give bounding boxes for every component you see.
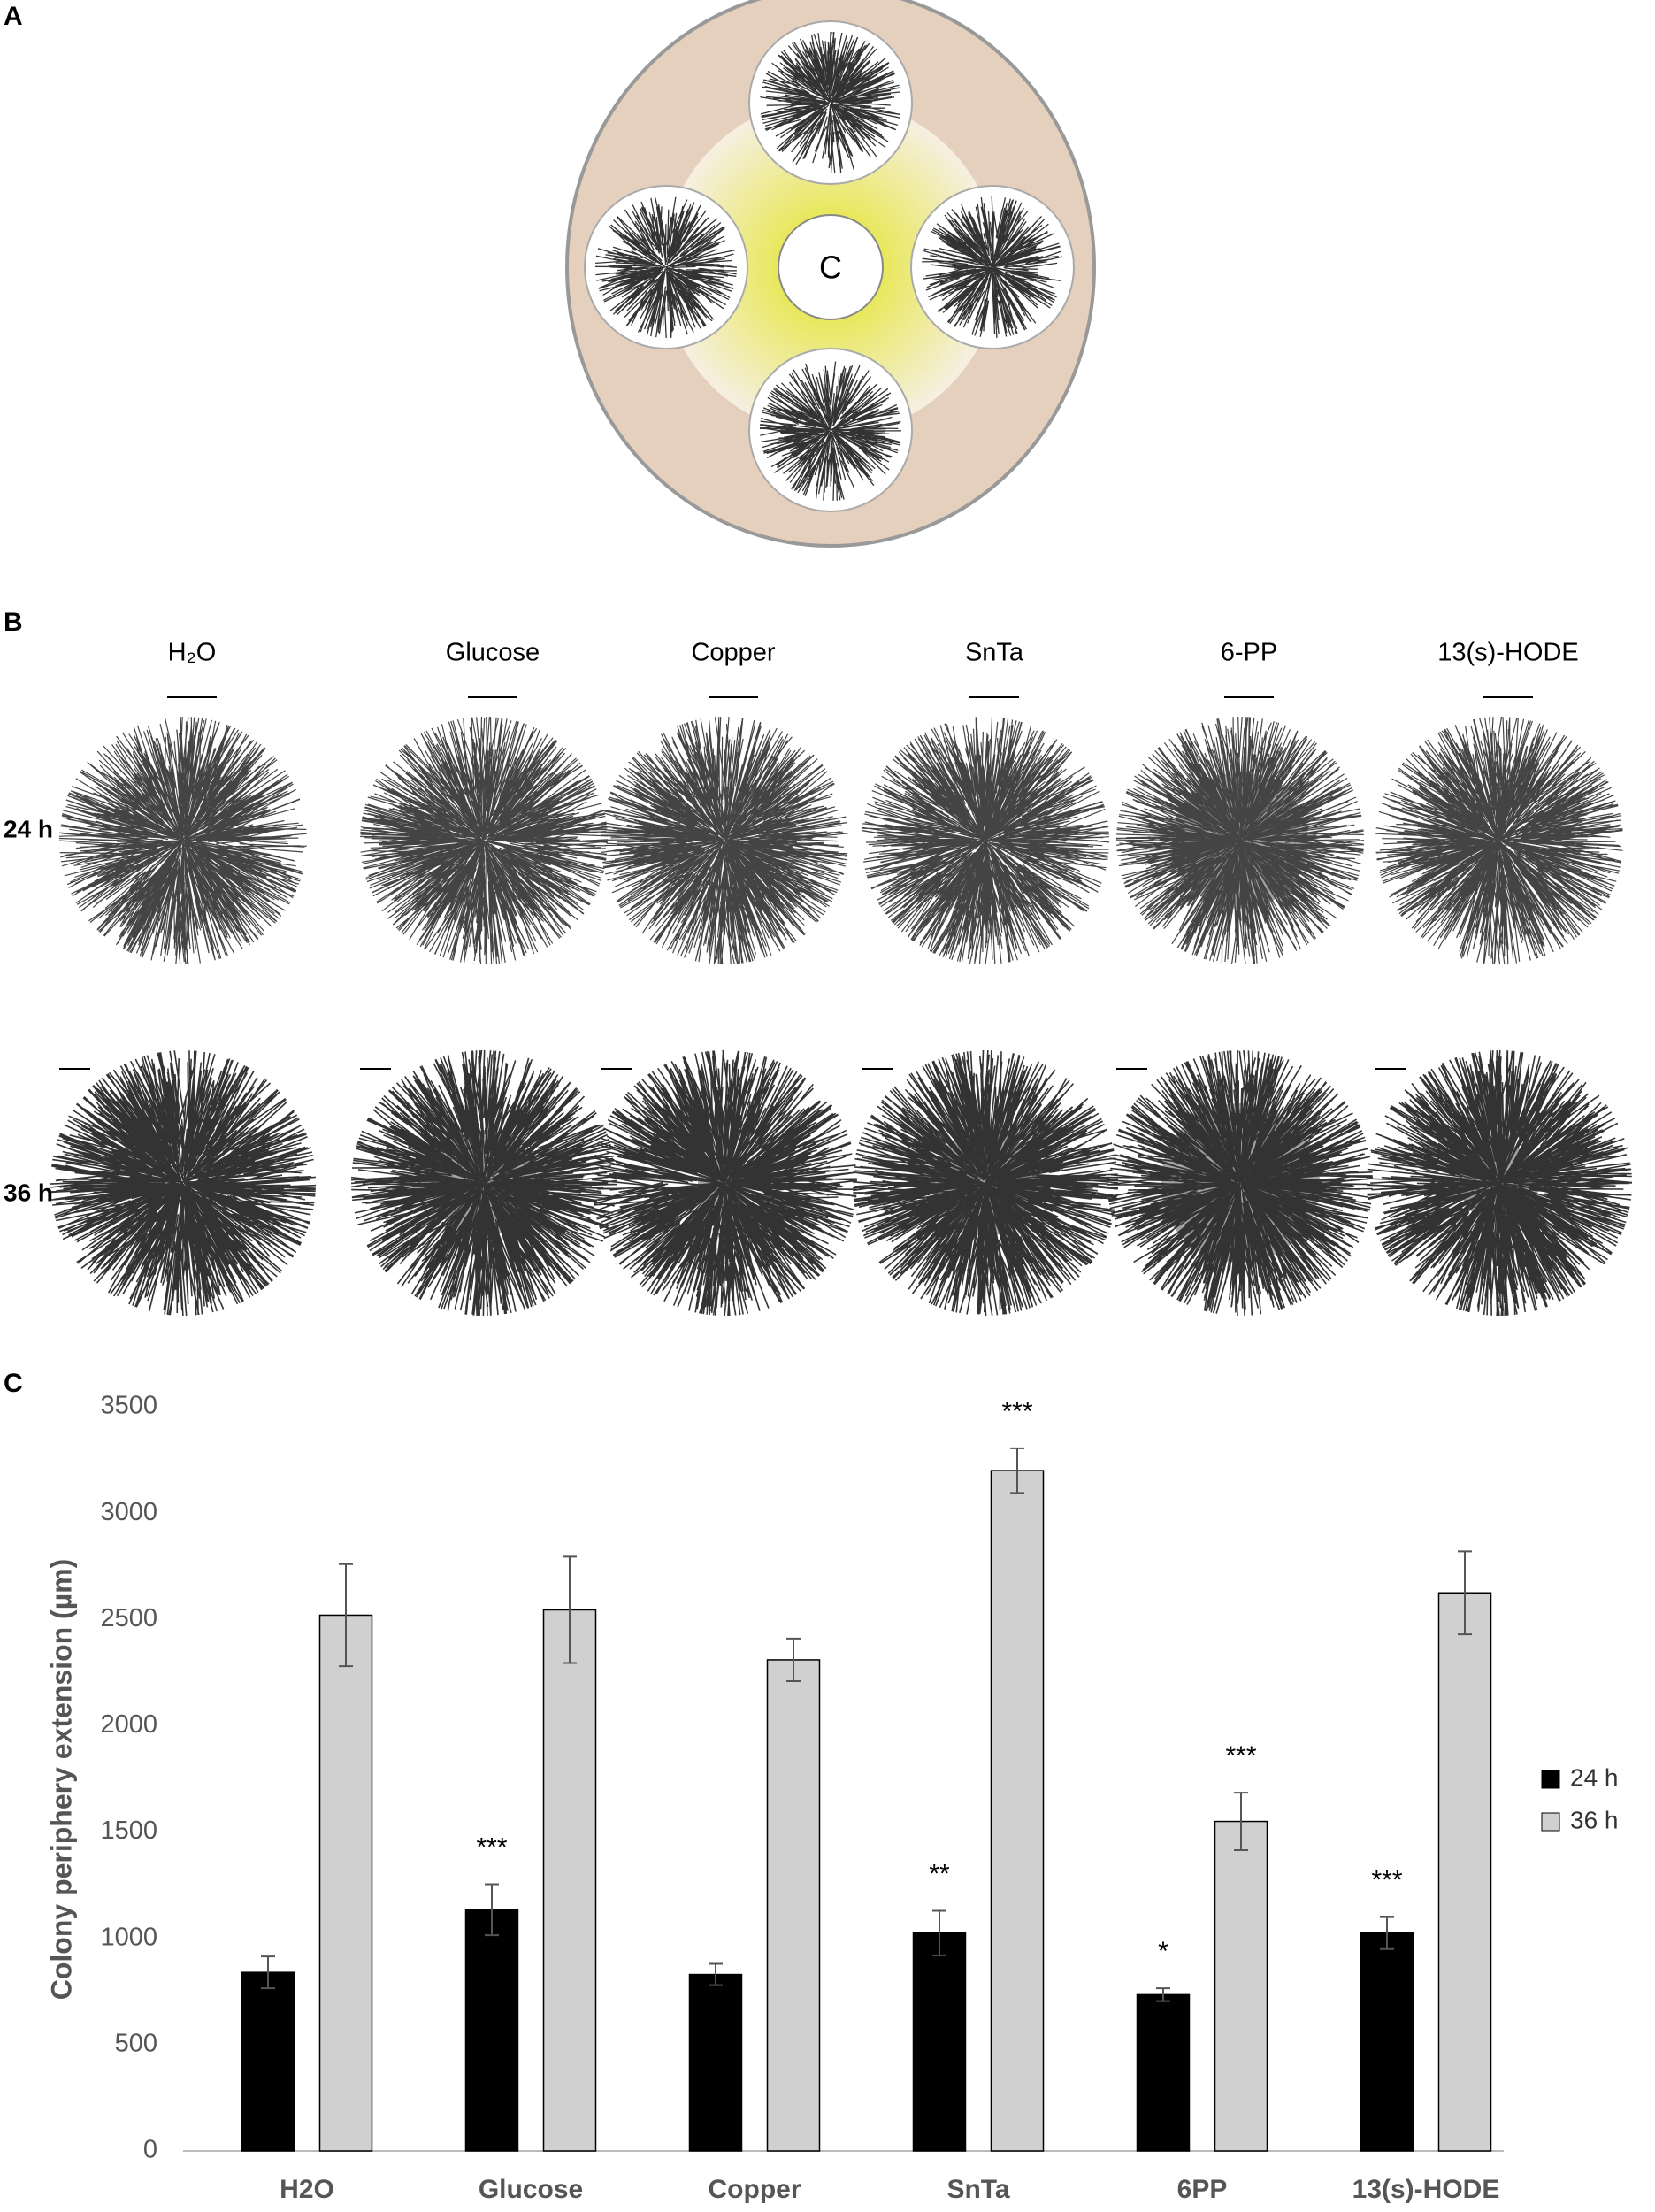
error-bar <box>1380 1916 1394 1950</box>
bar <box>1136 1993 1191 2152</box>
y-tick-label: 3500 <box>100 1392 157 1420</box>
colony <box>1107 1049 1373 1317</box>
colony <box>760 31 901 174</box>
legend-swatch <box>1541 1770 1560 1789</box>
y-tick-label: 1000 <box>100 1923 157 1951</box>
error-bar <box>1458 1550 1472 1636</box>
column-header: SnTa <box>965 639 1024 667</box>
column-header: Glucose <box>446 639 540 667</box>
colony <box>1375 716 1623 965</box>
panel-label: A <box>4 2 23 31</box>
legend-label: 24 h <box>1570 1763 1619 1791</box>
column-header: 13(s)-HODE <box>1437 639 1579 667</box>
panel-label: B <box>4 608 23 637</box>
error-bar <box>709 1962 723 1986</box>
bar <box>1214 1820 1268 2152</box>
bar <box>542 1609 597 2152</box>
x-tick-label: H2O <box>280 2175 334 2204</box>
bar <box>688 1973 743 2152</box>
bar <box>318 1614 373 2152</box>
x-tick-label: SnTa <box>946 2175 1009 2204</box>
bar-chart: 0 500 1000 1500 2000 2500 3000 3500 Colony perip… <box>45 1392 1618 2204</box>
row-label: 36 h <box>4 1179 53 1206</box>
colony <box>594 196 738 339</box>
significance-label: ** <box>929 1859 950 1888</box>
error-bar <box>261 1955 275 1990</box>
bar <box>1437 1592 1492 2152</box>
error-bar <box>1234 1792 1248 1851</box>
x-tick-label: 13(s)-HODE <box>1352 2175 1500 2204</box>
colony-images: H₂O Glucose Copper SnTa 6-PP 13(s)-HODE 24 h 36… <box>4 639 1633 1317</box>
y-tick-label: 2000 <box>100 1710 157 1739</box>
x-tick-label: Glucose <box>479 2175 583 2204</box>
legend-label: 36 h <box>1570 1806 1619 1833</box>
colony <box>600 717 848 965</box>
x-tick-label: 6PP <box>1177 2175 1228 2204</box>
bar <box>1360 1932 1414 2152</box>
plate-diagram: C <box>565 0 1096 548</box>
significance-label: *** <box>1371 1866 1402 1895</box>
y-tick-label: 3000 <box>100 1498 157 1526</box>
significance-label: *** <box>1001 1397 1032 1426</box>
colony <box>350 1049 617 1317</box>
colony <box>759 361 902 501</box>
error-bar <box>786 1637 801 1682</box>
colony <box>862 717 1110 965</box>
column-header: 6-PP <box>1221 639 1277 667</box>
legend-swatch <box>1541 1812 1560 1832</box>
error-bar <box>339 1563 353 1668</box>
error-bar <box>1156 1987 1170 2002</box>
center-label: C <box>819 250 842 286</box>
x-tick-label: Copper <box>709 2175 801 2204</box>
y-tick-label: 0 <box>143 2136 157 2164</box>
colony <box>360 716 609 965</box>
bar <box>990 1470 1045 2152</box>
colony <box>1115 716 1365 964</box>
center-well <box>778 214 884 320</box>
panel-label: C <box>4 1369 23 1398</box>
column-header: Copper <box>691 639 775 667</box>
colony <box>922 196 1063 338</box>
colony <box>1366 1049 1633 1317</box>
bar <box>241 1971 295 2152</box>
significance-label: * <box>1158 1937 1168 1966</box>
colony <box>852 1049 1119 1317</box>
colony <box>58 716 307 965</box>
colony <box>50 1050 317 1317</box>
significance-label: *** <box>476 1832 507 1862</box>
y-tick-label: 1500 <box>100 1816 157 1845</box>
y-tick-label: 500 <box>115 2030 157 2058</box>
error-bar <box>563 1555 577 1664</box>
error-bar <box>485 1883 499 1937</box>
column-header: H₂O <box>168 639 217 667</box>
bar <box>464 1909 519 2152</box>
colony <box>591 1049 858 1317</box>
y-tick-label: 2500 <box>100 1604 157 1632</box>
row-label: 24 h <box>4 815 53 842</box>
significance-label: *** <box>1225 1741 1256 1770</box>
bar <box>912 1932 967 2152</box>
bar <box>766 1659 821 2152</box>
error-bar <box>1010 1447 1024 1494</box>
error-bar <box>932 1909 946 1956</box>
y-axis-title: Colony periphery extension (µm) <box>45 1559 77 2001</box>
